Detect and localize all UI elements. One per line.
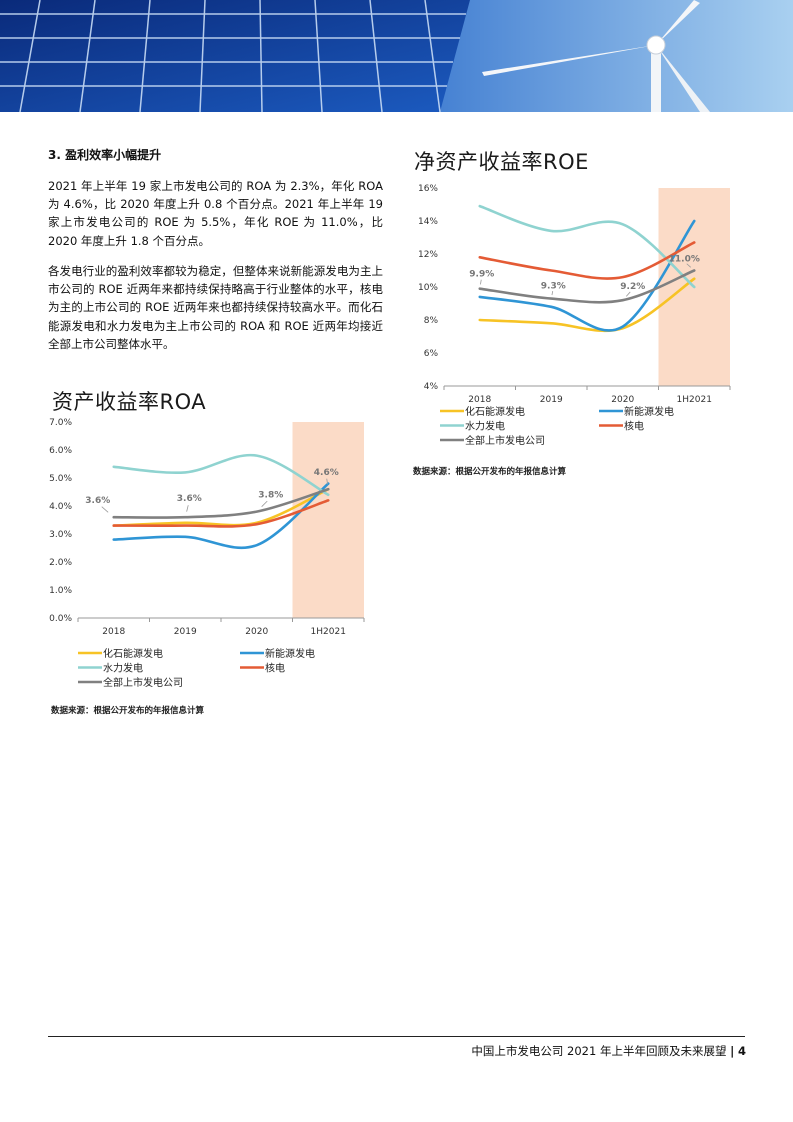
legend-label: 新能源发电: [265, 647, 315, 660]
y-tick-label: 7.0%: [49, 418, 72, 428]
legend-label: 全部上市发电公司: [465, 434, 545, 447]
data-label-leader: [186, 505, 189, 512]
data-label-leader: [261, 500, 268, 507]
y-tick-label: 0.0%: [49, 614, 72, 624]
data-label: 9.2%: [620, 282, 645, 292]
series-line-1: [478, 219, 696, 332]
series-line-3: [112, 499, 330, 528]
x-tick-label: 1H2021: [677, 395, 712, 405]
y-tick-label: 3.0%: [49, 530, 72, 540]
y-tick-label: 8%: [424, 316, 439, 326]
page-number: 4: [737, 1044, 746, 1058]
series-line-4: [478, 269, 696, 304]
data-label-leader: [625, 291, 631, 297]
y-tick-label: 5.0%: [49, 474, 72, 484]
x-tick-label: 2018: [102, 627, 125, 637]
footer-report-title: 中国上市发电公司 2021 年上半年回顾及未来展望: [471, 1044, 727, 1058]
roa-line-chart: 0.0% 1.0% 2.0% 3.0% 4.0% 5.0% 6.0% 7.0% 2018 2019…: [49, 418, 365, 689]
data-label: 3.8%: [258, 491, 283, 501]
footer-separator: |: [730, 1044, 735, 1058]
y-tick-label: 12%: [418, 250, 438, 260]
data-label: 11.0%: [669, 255, 700, 265]
data-label-leader: [326, 478, 328, 485]
header-banner: [0, 0, 793, 112]
roa-chart-title: 资产收益率ROA: [52, 390, 207, 414]
y-tick-label: 10%: [418, 283, 438, 293]
paragraph-industry-comparison: 各发电行业的盈利效率都较为稳定，但整体来说新能源发电为主上市公司的 ROE 近两…: [48, 264, 383, 351]
y-tick-label: 6.0%: [49, 446, 72, 456]
x-tick-label: 1H2021: [311, 627, 346, 637]
series-line-2: [112, 453, 330, 497]
y-tick-label: 14%: [418, 217, 438, 227]
legend-label: 新能源发电: [624, 405, 674, 418]
data-label: 3.6%: [177, 494, 202, 504]
roe-chart-title: 净资产收益率ROE: [414, 150, 589, 174]
data-label: 9.9%: [469, 270, 494, 280]
data-label-leader: [101, 506, 109, 513]
roe-line-chart: 4% 6% 8% 10% 12% 14% 16% 2018 2019 2020 1H2021 9.9%…: [418, 184, 731, 447]
legend-label: 化石能源发电: [465, 405, 525, 418]
legend-label: 水力发电: [465, 420, 505, 433]
x-tick-label: 2018: [468, 395, 491, 405]
legend-label: 核电: [624, 420, 644, 433]
series-line-3: [478, 241, 696, 280]
y-tick-label: 4%: [424, 382, 439, 392]
page-footer: 中国上市发电公司 2021 年上半年回顾及未来展望 | 4: [471, 1043, 746, 1059]
series-line-4: [112, 487, 330, 519]
x-tick-label: 2020: [611, 395, 634, 405]
solar-wind-banner-image: [0, 0, 793, 112]
legend-label: 化石能源发电: [103, 647, 163, 660]
legend-label: 核电: [265, 662, 285, 675]
section-heading: 3. 盈利效率小幅提升: [48, 148, 162, 162]
y-tick-label: 6%: [424, 349, 439, 359]
data-label-leader: [480, 279, 482, 285]
x-tick-label: 2019: [174, 627, 197, 637]
roa-chart-source: 数据来源：根据公开发布的年报信息计算: [51, 706, 205, 716]
y-tick-label: 1.0%: [49, 586, 72, 596]
data-label: 9.3%: [541, 282, 566, 292]
data-label-leader: [551, 290, 554, 296]
series-line-0: [478, 277, 696, 333]
x-tick-label: 2019: [540, 395, 563, 405]
y-tick-label: 16%: [418, 184, 438, 194]
y-tick-label: 2.0%: [49, 558, 72, 568]
x-tick-label: 2020: [245, 627, 268, 637]
footer-rule: [48, 1036, 745, 1037]
data-label: 4.6%: [314, 468, 339, 478]
highlight-band-1H2021: [292, 422, 364, 618]
legend-label: 水力发电: [103, 662, 143, 675]
roe-chart-source: 数据来源：根据公开发布的年报信息计算: [413, 467, 567, 477]
legend-label: 全部上市发电公司: [103, 676, 183, 689]
data-label: 3.6%: [85, 496, 110, 506]
y-tick-label: 4.0%: [49, 502, 72, 512]
series-line-0: [112, 487, 330, 527]
paragraph-roa-roe-summary: 2021 年上半年 19 家上市发电公司的 ROA 为 2.3%，年化 ROA …: [48, 179, 383, 248]
data-label-leader: [686, 263, 692, 268]
